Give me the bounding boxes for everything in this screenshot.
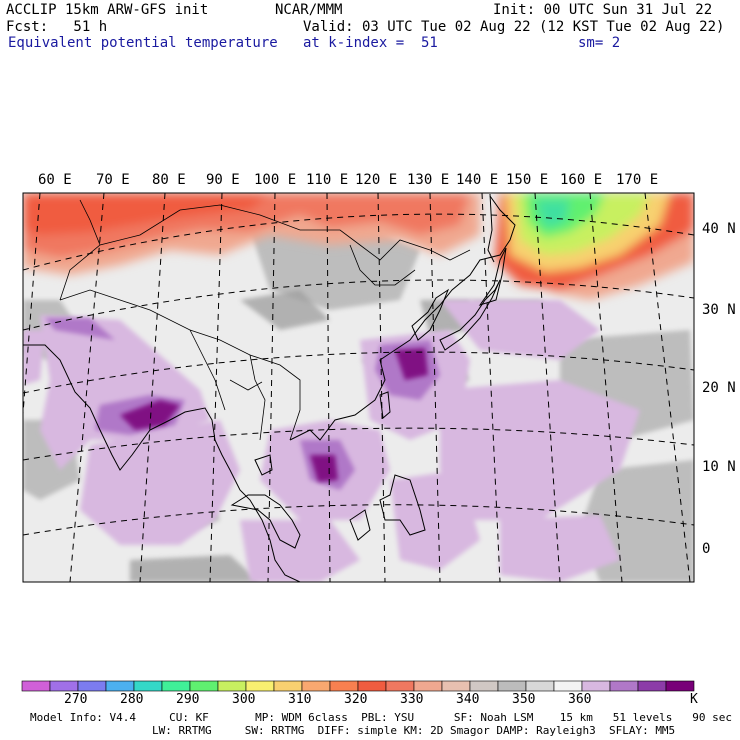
longitude-label: 80 E xyxy=(152,172,186,188)
physics-info: LW: RRTMG SW: RRTMG DIFF: simple KM: 2D … xyxy=(152,724,676,737)
colorbar-swatch xyxy=(161,680,191,692)
latitude-label: 0 xyxy=(702,541,711,557)
colorbar-swatch xyxy=(49,680,79,692)
colorbar-swatch xyxy=(77,680,107,692)
colorbar-swatch xyxy=(105,680,135,692)
smoothing-label: sm= 2 xyxy=(578,35,621,51)
longitude-label: 160 E xyxy=(560,172,603,188)
latitude-label: 10 N xyxy=(702,459,736,475)
colorbar-swatch xyxy=(21,680,51,692)
colorbar-swatch xyxy=(189,680,219,692)
colorbar-tick-label: 340 xyxy=(456,692,480,707)
longitude-label: 140 E xyxy=(456,172,499,188)
model-title: ACCLIP 15km ARW-GFS init xyxy=(6,2,209,18)
institution-label: NCAR/MMM xyxy=(275,2,343,18)
colorbar-tick-label: 320 xyxy=(344,692,368,707)
colorbar-swatch xyxy=(441,680,471,692)
colorbar-swatch xyxy=(357,680,387,692)
colorbar-swatch xyxy=(245,680,275,692)
colorbar-swatch xyxy=(609,680,639,692)
forecast-hour: Fcst: 51 h xyxy=(6,19,108,35)
colorbar-tick-label: 280 xyxy=(120,692,144,707)
colorbar-swatch xyxy=(665,680,695,692)
longitude-label: 130 E xyxy=(407,172,450,188)
colorbar-swatch xyxy=(133,680,163,692)
map-frame xyxy=(22,192,695,583)
colorbar-tick-label: 300 xyxy=(232,692,256,707)
colorbar-unit: K xyxy=(690,692,698,707)
init-time: Init: 00 UTC Sun 31 Jul 22 xyxy=(493,2,713,18)
model-info: Model Info: V4.4 CU: KF MP: WDM 6class P… xyxy=(30,711,732,724)
latitude-label: 20 N xyxy=(702,380,736,396)
colorbar-swatch xyxy=(301,680,331,692)
theta-e-field xyxy=(23,193,694,582)
longitude-label: 170 E xyxy=(616,172,659,188)
colorbar-swatch xyxy=(637,680,667,692)
field-name: Equivalent potential temperature xyxy=(8,35,278,51)
colorbar-swatch xyxy=(329,680,359,692)
colorbar-tick-label: 330 xyxy=(400,692,424,707)
colorbar-swatch xyxy=(469,680,499,692)
colorbar-tick-label: 350 xyxy=(512,692,536,707)
colorbar-swatch xyxy=(273,680,303,692)
latitude-label: 30 N xyxy=(702,302,736,318)
k-index-label: at k-index = 51 xyxy=(303,35,438,51)
colorbar-tick-label: 270 xyxy=(64,692,88,707)
longitude-label: 90 E xyxy=(206,172,240,188)
colorbar-swatch xyxy=(385,680,415,692)
colorbar-swatch xyxy=(497,680,527,692)
colorbar-tick-label: 290 xyxy=(176,692,200,707)
longitude-label: 110 E xyxy=(306,172,349,188)
colorbar-tick-label: 310 xyxy=(288,692,312,707)
colorbar-tick-label: 360 xyxy=(568,692,592,707)
longitude-label: 70 E xyxy=(96,172,130,188)
longitude-label: 150 E xyxy=(506,172,549,188)
longitude-label: 60 E xyxy=(38,172,72,188)
valid-time: Valid: 03 UTC Tue 02 Aug 22 (12 KST Tue … xyxy=(303,19,725,35)
colorbar-swatch xyxy=(413,680,443,692)
colorbar-swatch xyxy=(525,680,555,692)
latitude-label: 40 N xyxy=(702,221,736,237)
colorbar-swatch xyxy=(581,680,611,692)
colorbar-swatch xyxy=(553,680,583,692)
longitude-label: 100 E xyxy=(254,172,297,188)
colorbar xyxy=(21,680,695,692)
longitude-label: 120 E xyxy=(355,172,398,188)
colorbar-swatch xyxy=(217,680,247,692)
